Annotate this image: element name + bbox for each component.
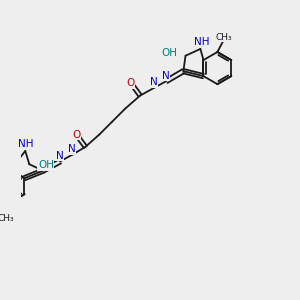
Text: CH₃: CH₃: [215, 33, 232, 42]
Text: N: N: [56, 151, 63, 161]
Text: NH: NH: [194, 37, 210, 47]
Text: CH₃: CH₃: [0, 214, 14, 223]
Text: OH: OH: [162, 48, 178, 58]
Text: O: O: [127, 78, 135, 88]
Text: N: N: [162, 70, 169, 80]
Text: N: N: [149, 77, 157, 87]
Text: O: O: [72, 130, 80, 140]
Text: N: N: [68, 144, 76, 154]
Text: OH: OH: [38, 160, 54, 170]
Text: NH: NH: [17, 139, 33, 149]
